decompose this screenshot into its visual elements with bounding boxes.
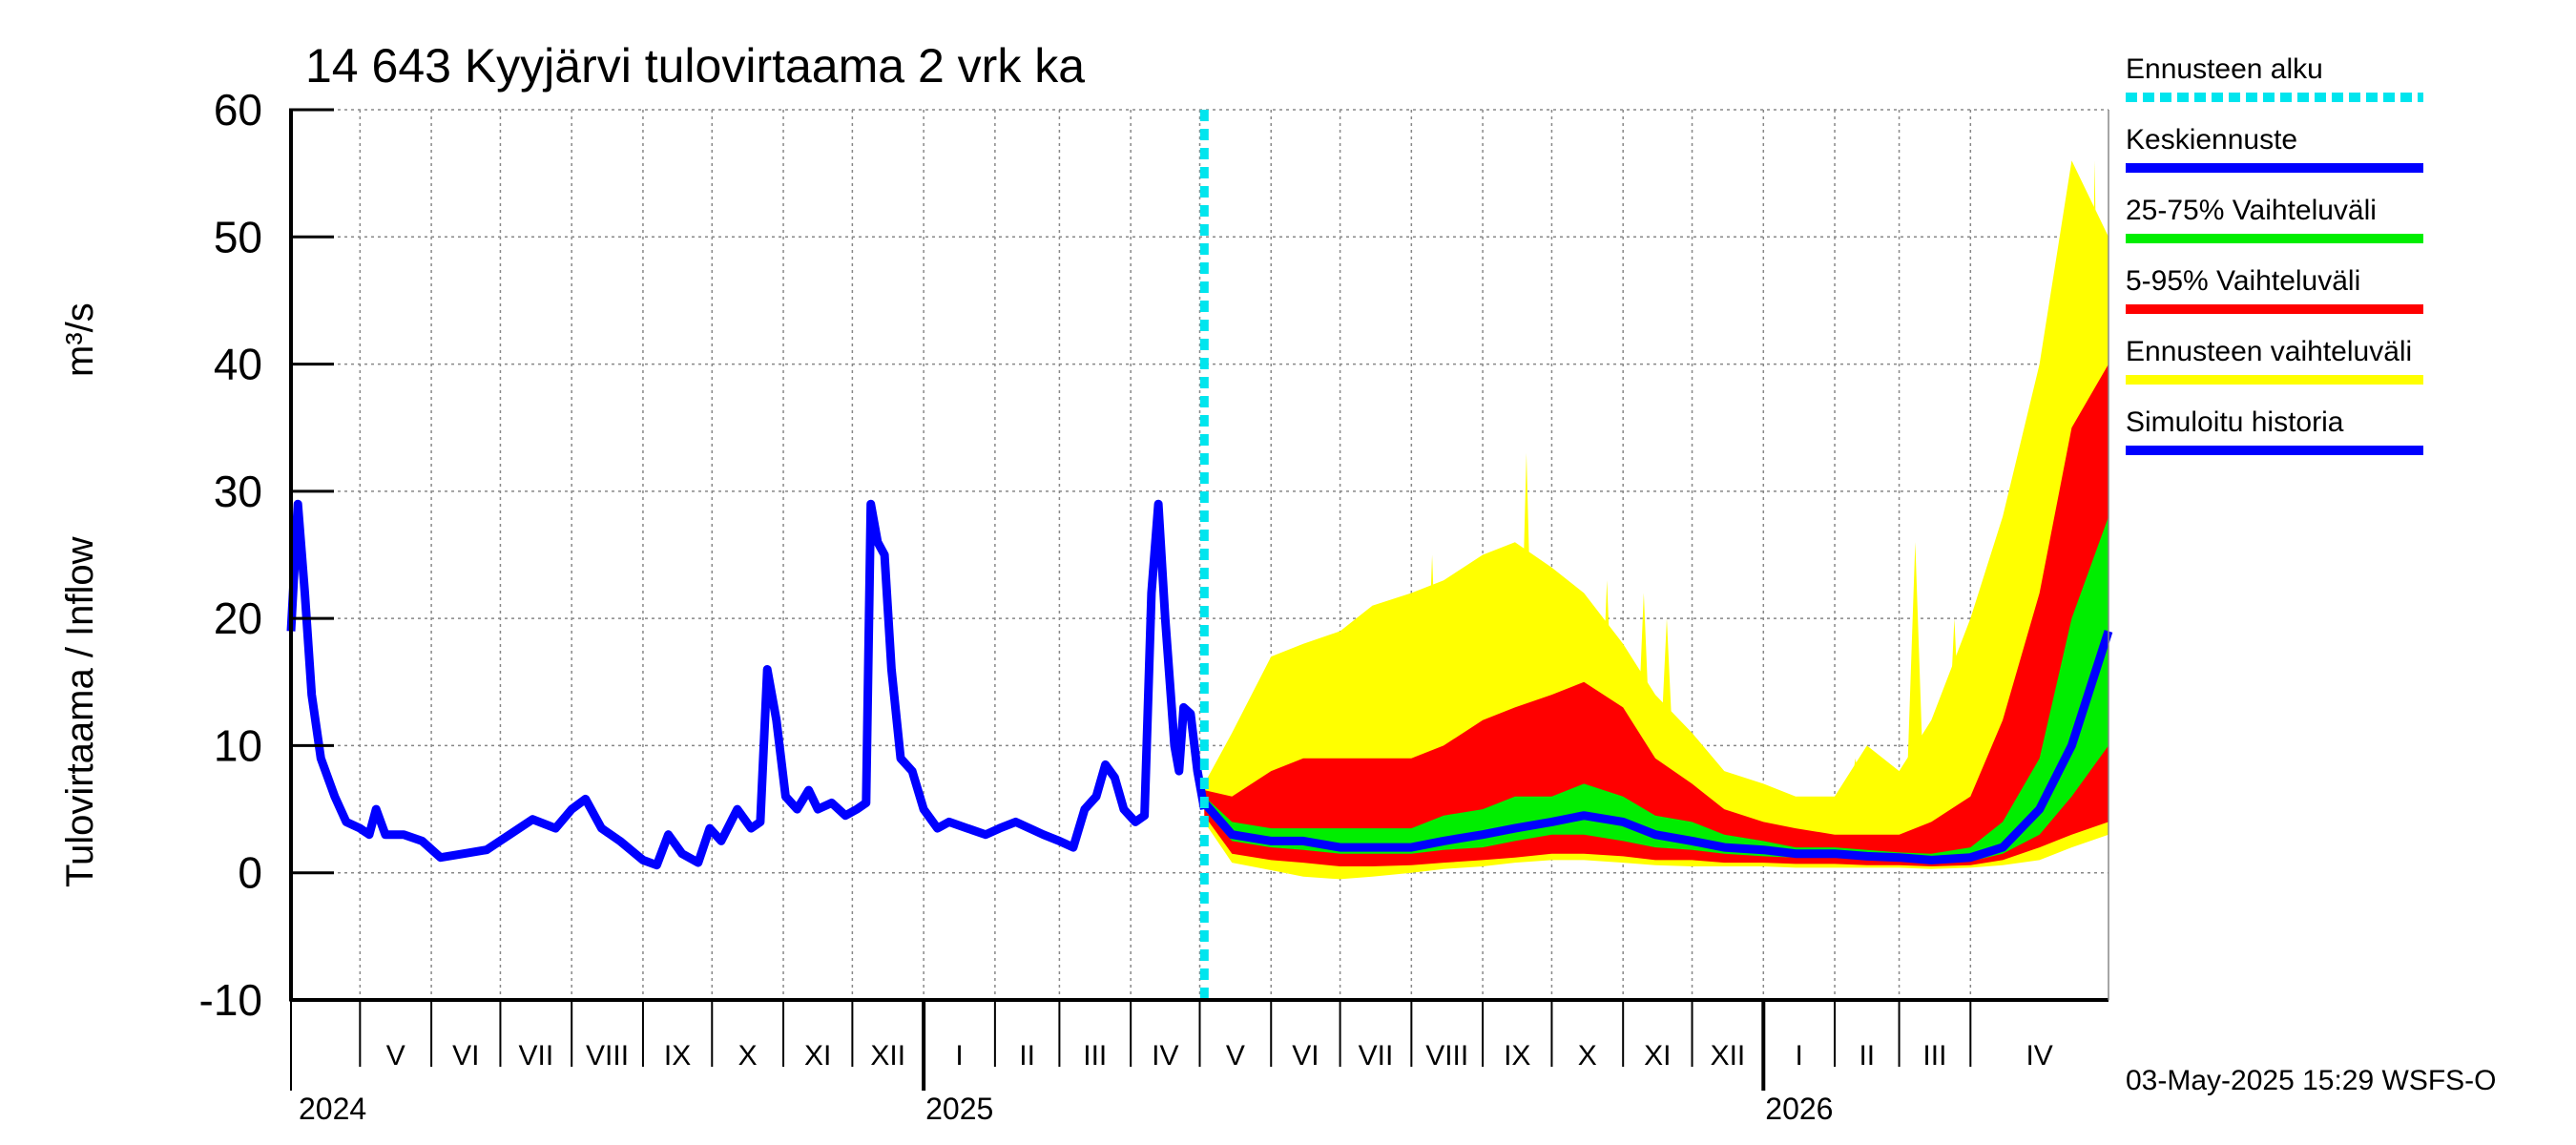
- year-label: 2024: [299, 1092, 366, 1126]
- forecast-range-spike: [1845, 758, 1865, 822]
- month-label: II: [1019, 1040, 1035, 1072]
- chart-title: 14 643 Kyyjärvi tulovirtaama 2 vrk ka: [305, 39, 1085, 93]
- month-label: III: [1083, 1040, 1107, 1072]
- month-label: VII: [1359, 1040, 1394, 1072]
- month-label: III: [1922, 1040, 1946, 1072]
- y-tick-label: 20: [214, 593, 262, 643]
- month-label: VIII: [586, 1040, 629, 1072]
- y-tick-label: 40: [214, 340, 262, 389]
- timestamp: 03-May-2025 15:29 WSFS-O: [2126, 1065, 2497, 1096]
- y-tick-label: 10: [214, 720, 262, 770]
- month-label: V: [386, 1040, 405, 1072]
- median-forecast-line: [1200, 630, 2113, 864]
- legend-label: Keskiennuste: [2126, 124, 2297, 156]
- month-label: IX: [1504, 1040, 1530, 1072]
- month-label: IV: [2025, 1040, 2052, 1072]
- month-label: XII: [1711, 1040, 1746, 1072]
- legend-label: Simuloitu historia: [2126, 406, 2344, 438]
- y-tick-label: 30: [214, 467, 262, 516]
- y-tick-label: 60: [214, 85, 262, 135]
- month-label: VII: [518, 1040, 553, 1072]
- series-lines: [286, 110, 2113, 1000]
- month-label: II: [1859, 1040, 1875, 1072]
- year-label: 2025: [925, 1092, 993, 1126]
- y-axis-unit: m³/s: [59, 302, 101, 377]
- y-axis-label: Tulovirtaama / Inflow: [59, 536, 101, 887]
- month-label: VIII: [1425, 1040, 1468, 1072]
- month-label: X: [1578, 1040, 1597, 1072]
- legend-label: Ennusteen vaihteluväli: [2126, 336, 2412, 367]
- month-label: I: [955, 1040, 963, 1072]
- y-tick-label: 0: [238, 848, 262, 898]
- month-label: VI: [452, 1040, 479, 1072]
- history-line: [286, 499, 1209, 870]
- month-label: X: [738, 1040, 758, 1072]
- month-label: I: [1795, 1040, 1802, 1072]
- month-label: XI: [804, 1040, 831, 1072]
- month-label: VI: [1292, 1040, 1319, 1072]
- month-label: XII: [870, 1040, 905, 1072]
- month-label: IV: [1152, 1040, 1178, 1072]
- legend-label: Ennusteen alku: [2126, 53, 2323, 85]
- legend-label: 5-95% Vaihteluväli: [2126, 265, 2360, 297]
- y-tick-label: -10: [199, 975, 262, 1025]
- forecast-range-spike: [1905, 542, 1925, 822]
- year-label: 2026: [1765, 1092, 1833, 1126]
- y-tick-label: 50: [214, 212, 262, 261]
- month-label: XI: [1644, 1040, 1671, 1072]
- legend: Ennusteen alku Keskiennuste 25-75% Vaihtel…: [2126, 53, 2423, 455]
- forecast-range-spike: [1944, 618, 1964, 822]
- month-label: IX: [664, 1040, 691, 1072]
- month-label: V: [1226, 1040, 1245, 1072]
- legend-label: 25-75% Vaihteluväli: [2126, 195, 2377, 226]
